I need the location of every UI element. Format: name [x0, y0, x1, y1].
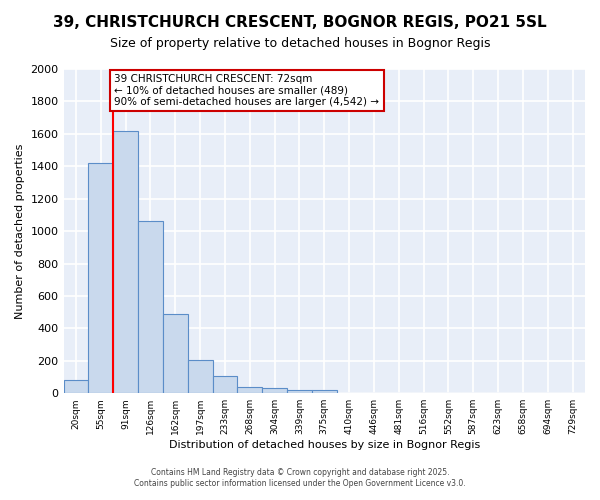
Y-axis label: Number of detached properties: Number of detached properties	[15, 144, 25, 319]
Text: Size of property relative to detached houses in Bognor Regis: Size of property relative to detached ho…	[110, 38, 490, 51]
Bar	[188, 360, 212, 393]
X-axis label: Distribution of detached houses by size in Bognor Regis: Distribution of detached houses by size …	[169, 440, 480, 450]
Bar	[163, 314, 188, 393]
Text: 39, CHRISTCHURCH CRESCENT, BOGNOR REGIS, PO21 5SL: 39, CHRISTCHURCH CRESCENT, BOGNOR REGIS,…	[53, 15, 547, 30]
Bar	[113, 130, 138, 393]
Text: 39 CHRISTCHURCH CRESCENT: 72sqm
← 10% of detached houses are smaller (489)
90% o: 39 CHRISTCHURCH CRESCENT: 72sqm ← 10% of…	[115, 74, 379, 107]
Bar	[312, 390, 337, 393]
Text: Contains HM Land Registry data © Crown copyright and database right 2025.
Contai: Contains HM Land Registry data © Crown c…	[134, 468, 466, 487]
Bar	[212, 376, 238, 393]
Bar	[138, 222, 163, 393]
Bar	[287, 390, 312, 393]
Bar	[88, 163, 113, 393]
Bar	[238, 386, 262, 393]
Bar	[262, 388, 287, 393]
Bar	[64, 380, 88, 393]
